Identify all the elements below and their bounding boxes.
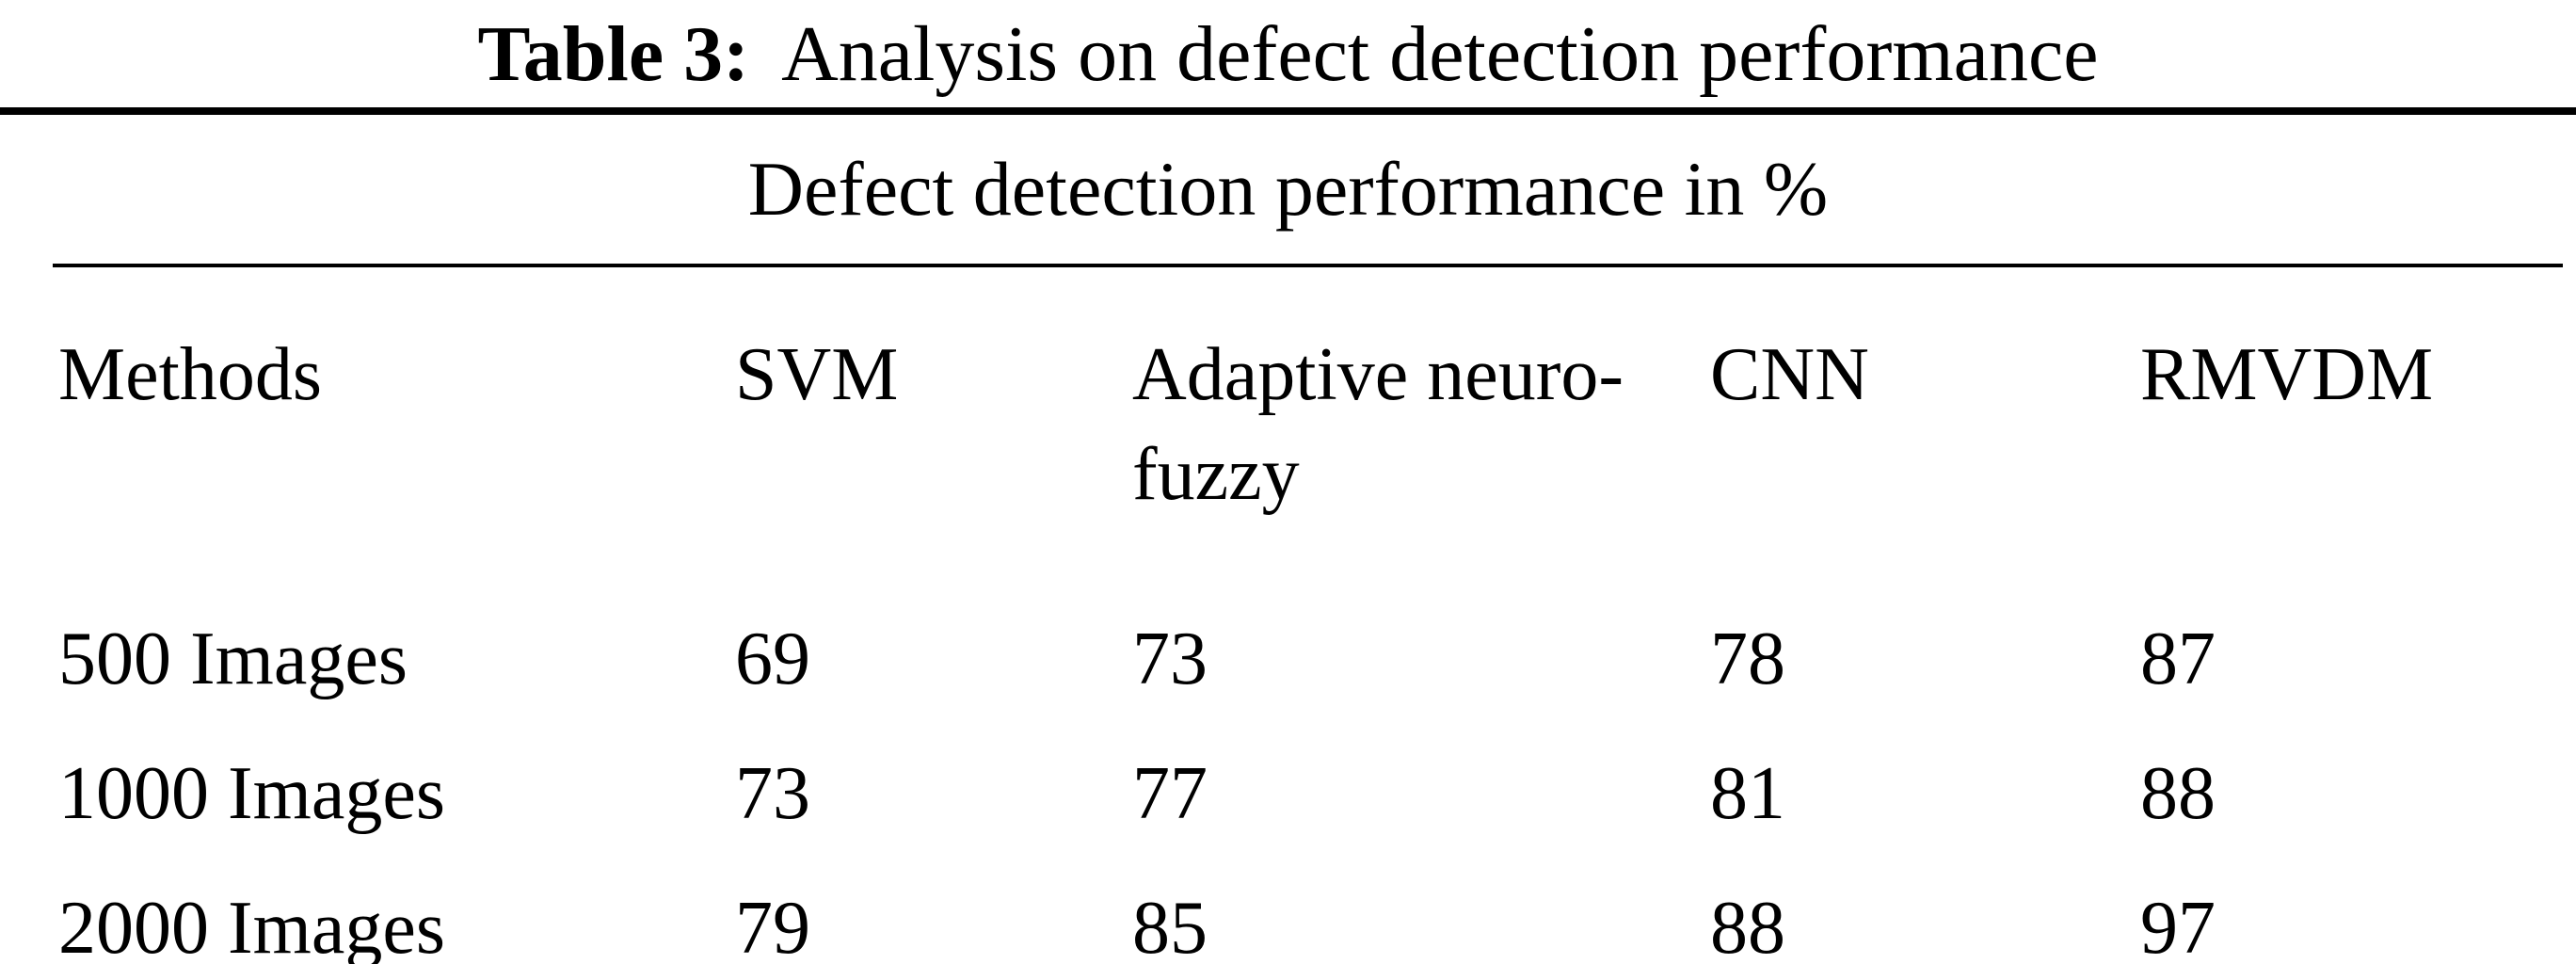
row-label: 2000 Images xyxy=(58,887,446,964)
table-caption: Table 3: Analysis on defect detection pe… xyxy=(0,0,2576,107)
row-label: 1000 Images xyxy=(58,752,446,835)
cell-value: 85 xyxy=(1132,887,1208,964)
cell-value: 77 xyxy=(1132,752,1208,835)
table-span-header: Defect detection performance in % xyxy=(747,146,1829,232)
table-row: 500 Images 69 73 78 87 xyxy=(0,592,2576,727)
cell-value: 78 xyxy=(1710,618,1785,700)
cell-value: 73 xyxy=(735,752,810,835)
header-row: Methods SVM Adaptive neuro-fuzzy CNN RMV… xyxy=(0,267,2576,592)
row-label: 500 Images xyxy=(58,618,408,700)
performance-table: Methods SVM Adaptive neuro-fuzzy CNN RMV… xyxy=(0,267,2576,964)
cell-value: 88 xyxy=(2140,752,2216,835)
cell-value: 69 xyxy=(735,618,810,700)
column-header-rmvdm: RMVDM xyxy=(2140,333,2434,416)
span-header-rule xyxy=(53,264,2563,267)
table-row: 2000 Images 79 85 88 97 xyxy=(0,861,2576,964)
column-header-cnn: CNN xyxy=(1710,333,1869,416)
table-caption-text: Analysis on defect detection performance xyxy=(781,9,2099,98)
cell-value: 81 xyxy=(1710,752,1785,835)
column-header-methods: Methods xyxy=(58,333,322,416)
cell-value: 73 xyxy=(1132,618,1208,700)
top-rule xyxy=(0,107,2576,115)
cell-value: 97 xyxy=(2140,887,2216,964)
cell-value: 79 xyxy=(735,887,810,964)
cell-value: 87 xyxy=(2140,618,2216,700)
column-header-svm: SVM xyxy=(735,333,899,416)
cell-value: 88 xyxy=(1710,887,1785,964)
table-caption-label: Table 3: xyxy=(477,9,750,98)
column-header-adaptive-neuro-fuzzy: Adaptive neuro-fuzzy xyxy=(1132,333,1624,516)
table-row: 1000 Images 73 77 81 88 xyxy=(0,727,2576,861)
